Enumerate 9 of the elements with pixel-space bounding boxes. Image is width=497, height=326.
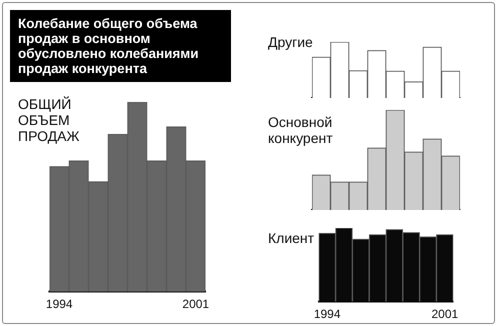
x-tick-label: 2001 — [431, 307, 458, 322]
text: Основной конкурент — [268, 114, 334, 146]
x-tick-label: 1994 — [46, 297, 73, 312]
text: ОБЩИЙ ОБЪЕМ ПРОДАЖ — [18, 96, 80, 144]
chart-title: Другие — [268, 34, 314, 50]
x-tick-label: 2001 — [182, 297, 210, 312]
chart-title: Клиент — [268, 230, 316, 246]
chart-title: Колебание общего объема продаж в основном обусловлено колебаниями продаж конкурента — [10, 10, 231, 82]
x-tick-label: 1994 — [314, 307, 341, 322]
